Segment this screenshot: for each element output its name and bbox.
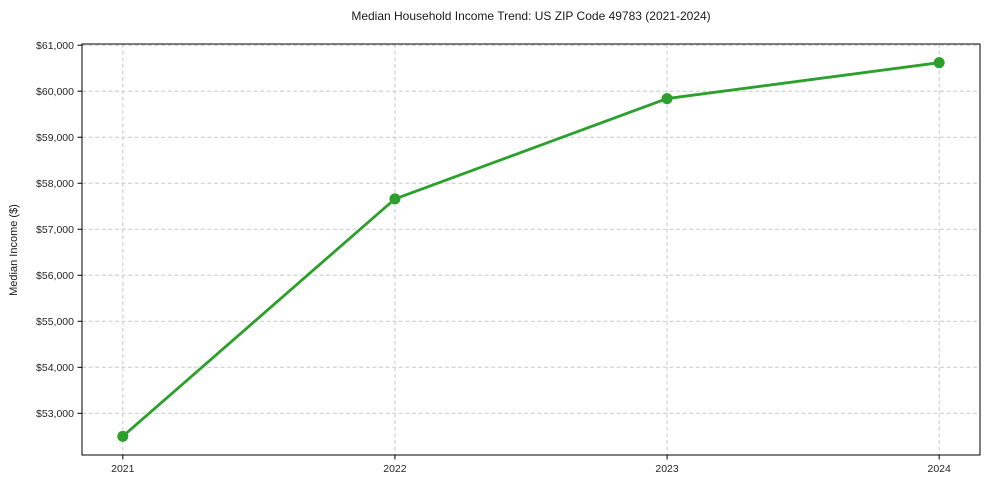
- y-tick-label: $61,000: [36, 40, 74, 52]
- data-point-marker: [661, 93, 673, 105]
- y-tick-label: $57,000: [36, 224, 74, 236]
- data-point-marker: [389, 193, 401, 205]
- y-tick-label: $55,000: [36, 316, 74, 328]
- data-point-marker: [933, 57, 945, 69]
- y-tick-label: $53,000: [36, 408, 74, 420]
- chart-title: Median Household Income Trend: US ZIP Co…: [351, 9, 711, 23]
- y-tick-label: $54,000: [36, 362, 74, 374]
- axes-spines: [81, 43, 981, 456]
- x-tick-label: 2021: [111, 463, 135, 475]
- x-tick-label: 2024: [928, 463, 952, 475]
- data-point-marker: [117, 430, 129, 442]
- y-tick-label: $59,000: [36, 132, 74, 144]
- y-tick-label: $56,000: [36, 270, 74, 282]
- x-tick-label: 2023: [655, 463, 679, 475]
- income-trend-line: [121, 61, 941, 438]
- x-tick-label: 2022: [383, 463, 407, 475]
- y-tick-label: $60,000: [36, 86, 74, 98]
- y-tick-label: $58,000: [36, 178, 74, 190]
